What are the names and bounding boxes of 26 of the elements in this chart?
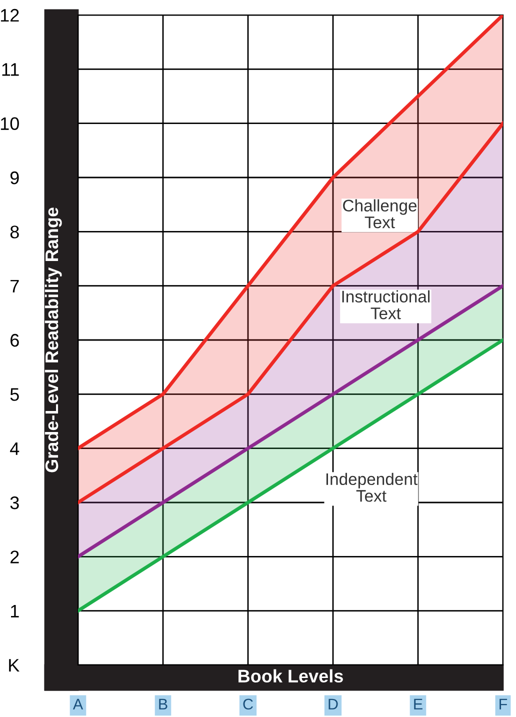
x-tick-label: B	[159, 698, 168, 710]
y-tick-label: 1	[11, 604, 19, 618]
annotation: Challenge Text	[343, 199, 417, 228]
line-series	[78, 338, 503, 613]
x-tick-label: D	[328, 698, 338, 710]
y-tick-label: 6	[10, 334, 19, 347]
y-tick-label: 12	[0, 8, 19, 22]
x-axis-title: Book Levels	[238, 669, 343, 683]
y-tick-label: 5	[10, 388, 19, 401]
x-tick-label: F	[500, 698, 508, 710]
y-tick-label: 8	[10, 226, 19, 238]
y-tick-label: K	[9, 659, 20, 672]
y-tick-label: 3	[10, 496, 19, 510]
annotation: Independent Text	[326, 472, 418, 502]
y-tick-label: 10	[0, 117, 19, 130]
x-tick-label: E	[414, 698, 422, 710]
line-series	[78, 284, 503, 558]
annotation: Instructional Text	[342, 290, 430, 320]
y-axis-title: Grade-Level Readability Range	[44, 208, 62, 472]
x-tick-label: C	[243, 698, 253, 710]
y-tick-label: 7	[10, 280, 19, 292]
x-tick-label: A	[72, 698, 84, 710]
y-tick-label: 2	[10, 550, 19, 564]
y-tick-label: 11	[2, 63, 19, 76]
y-tick-label: 9	[10, 171, 19, 184]
y-tick-label: 4	[10, 442, 20, 455]
